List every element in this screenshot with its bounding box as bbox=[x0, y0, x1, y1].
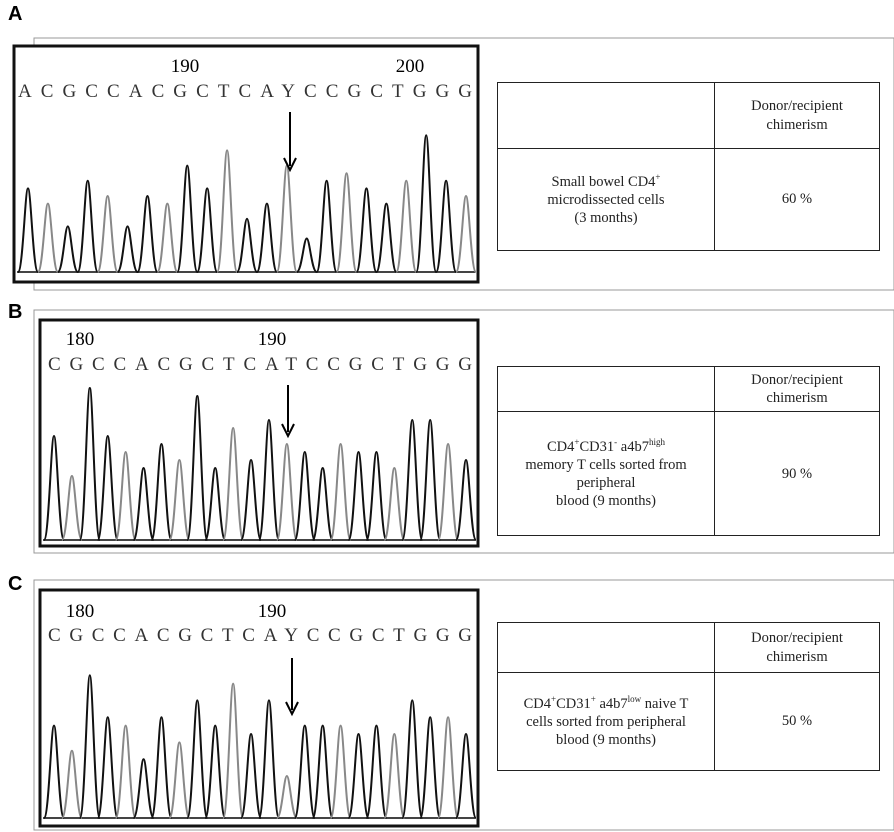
sample-text: memory T cells sorted from bbox=[525, 457, 686, 473]
position-number: 190 bbox=[171, 56, 200, 77]
header-cell: Donor/recipient chimerism bbox=[715, 623, 880, 673]
chimerism-value: 90 % bbox=[715, 412, 880, 536]
position-number: 190 bbox=[258, 329, 287, 350]
sample-text: microdissected cells bbox=[547, 192, 664, 208]
sample-line: blood (9 months) bbox=[506, 731, 706, 749]
sample-text: cells sorted from peripheral bbox=[526, 714, 686, 730]
position-number: 200 bbox=[396, 56, 425, 77]
panel-label: B bbox=[8, 301, 22, 323]
empty-header-cell bbox=[498, 623, 715, 673]
superscript: high bbox=[649, 437, 665, 447]
chimerism-value: 50 % bbox=[715, 673, 880, 771]
empty-header-cell bbox=[498, 83, 715, 149]
sample-line: blood (9 months) bbox=[506, 492, 706, 510]
sample-text: CD4 bbox=[547, 439, 574, 455]
position-number: 190 bbox=[258, 601, 287, 622]
chimerism-table: Donor/recipient chimerismCD4+CD31- a4b7h… bbox=[497, 366, 880, 536]
sample-text: CD4 bbox=[524, 696, 551, 712]
empty-header-cell bbox=[498, 367, 715, 412]
header-row: Donor/recipient chimerism bbox=[498, 83, 880, 149]
superscript: low bbox=[628, 694, 642, 704]
position-number: 180 bbox=[66, 329, 95, 350]
sample-line: microdissected cells bbox=[506, 191, 706, 209]
sample-text: a4b7 bbox=[596, 696, 628, 712]
chimerism-table: Donor/recipient chimerism Small bowel CD4… bbox=[497, 82, 880, 251]
sample-line: CD4+CD31+ a4b7low naive T bbox=[506, 694, 706, 713]
sample-line: CD4+CD31- a4b7high bbox=[506, 437, 706, 456]
sample-line: cells sorted from peripheral bbox=[506, 713, 706, 731]
sample-text: CD31 bbox=[580, 439, 615, 455]
body-row: CD4+CD31- a4b7highmemory T cells sorted … bbox=[498, 412, 880, 536]
sample-line: (3 months) bbox=[506, 209, 706, 227]
sample-text: naive T bbox=[641, 696, 688, 712]
chromatogram-bg bbox=[40, 590, 478, 826]
position-number: 180 bbox=[66, 601, 95, 622]
sample-line: peripheral bbox=[506, 474, 706, 492]
sample-text: Small bowel CD4 bbox=[552, 174, 656, 190]
sample-line: Small bowel CD4+ bbox=[506, 172, 706, 191]
sample-text: peripheral bbox=[577, 475, 636, 491]
chimerism-value: 60 % bbox=[715, 149, 880, 251]
body-row: Small bowel CD4+microdissected cells(3 m… bbox=[498, 149, 880, 251]
sample-cell: CD4+CD31- a4b7highmemory T cells sorted … bbox=[498, 412, 715, 536]
sample-text: (3 months) bbox=[574, 210, 637, 226]
header-cell: Donor/recipient chimerism bbox=[715, 367, 880, 412]
sample-text: blood (9 months) bbox=[556, 493, 656, 509]
sample-text: blood (9 months) bbox=[556, 732, 656, 748]
sample-line: memory T cells sorted from bbox=[506, 456, 706, 474]
panel-label: C bbox=[8, 573, 22, 595]
sample-cell: Small bowel CD4+microdissected cells(3 m… bbox=[498, 149, 715, 251]
superscript: + bbox=[655, 172, 660, 182]
panel-label: A bbox=[8, 3, 22, 25]
header-row: Donor/recipient chimerism bbox=[498, 367, 880, 412]
header-row: Donor/recipient chimerism bbox=[498, 623, 880, 673]
header-cell: Donor/recipient chimerism bbox=[715, 83, 880, 149]
figure: A190200ACGCCACGCTCAYCCGCTGGGB180190CGCCA… bbox=[0, 0, 894, 832]
sample-text: CD31 bbox=[556, 696, 591, 712]
sample-text: a4b7 bbox=[617, 439, 649, 455]
